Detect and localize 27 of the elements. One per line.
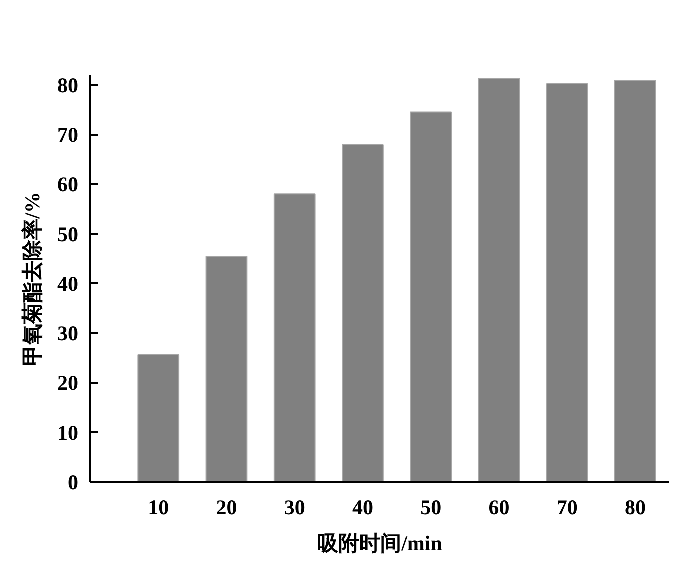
x-tick-label: 70	[556, 496, 578, 520]
y-tick-label: 80	[58, 73, 78, 98]
x-tick-label: 40	[352, 496, 374, 520]
x-tick-label: 10	[148, 496, 170, 520]
bar	[138, 354, 180, 482]
y-tick-label: 30	[58, 322, 78, 346]
x-tick-label: 30	[284, 496, 306, 520]
y-tick-label: 70	[58, 123, 78, 148]
bar	[410, 112, 452, 482]
bar	[342, 144, 384, 482]
y-tick-label: 50	[58, 222, 78, 246]
y-axis-title: 甲氧菊酯去除率/%	[20, 192, 44, 366]
y-tick-label: 40	[58, 272, 78, 296]
x-axis-title: 吸附时间/min	[318, 532, 443, 556]
x-tick-label: 20	[216, 496, 238, 520]
x-tick-label: 50	[420, 496, 442, 520]
x-tick-label: 80	[624, 496, 646, 520]
y-tick-label: 10	[58, 420, 78, 445]
bar	[274, 194, 316, 482]
y-tick-label: 0	[68, 470, 78, 494]
bar	[478, 78, 520, 482]
y-tick-label: 60	[58, 172, 78, 197]
x-tick-label: 60	[488, 496, 510, 520]
bar	[546, 83, 588, 482]
bar	[206, 256, 248, 482]
y-tick-label: 20	[58, 371, 78, 396]
bar	[614, 80, 656, 482]
